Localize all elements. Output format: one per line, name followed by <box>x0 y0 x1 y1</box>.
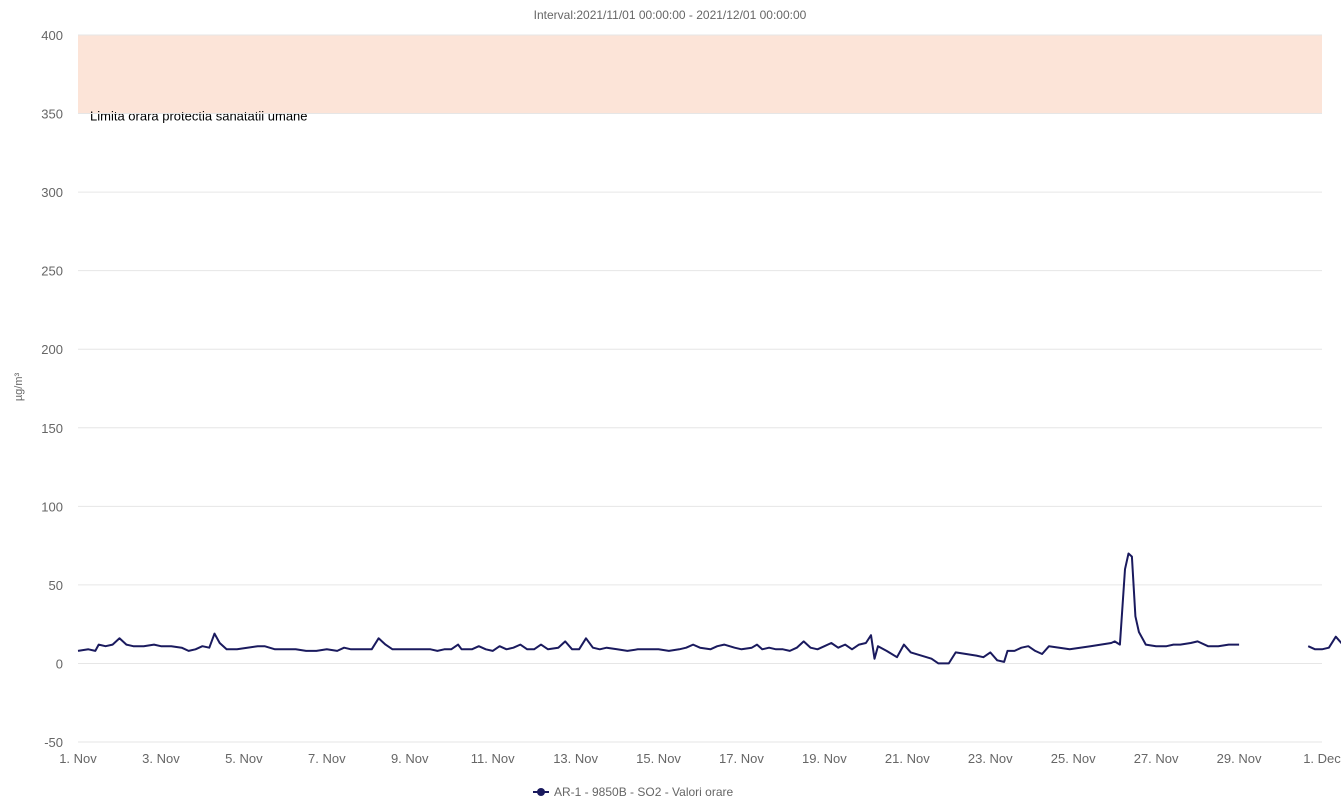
x-tick-label: 7. Nov <box>308 751 346 766</box>
y-tick-label: 350 <box>41 107 63 122</box>
series-line <box>1307 635 1341 651</box>
plot-band-rect <box>78 35 1322 114</box>
x-tick-label: 23. Nov <box>968 751 1013 766</box>
x-tick-label: 3. Nov <box>142 751 180 766</box>
y-tick-label: 300 <box>41 185 63 200</box>
x-tick-label: 27. Nov <box>1134 751 1179 766</box>
x-tick-label: 1. Nov <box>59 751 97 766</box>
x-tick-label: 9. Nov <box>391 751 429 766</box>
chart-subtitle: Interval:2021/11/01 00:00:00 - 2021/12/0… <box>534 8 807 22</box>
y-axis-label: µg/m³ <box>13 372 25 401</box>
y-tick-label: 50 <box>49 578 63 593</box>
y-tick-label: 100 <box>41 499 63 514</box>
y-tick-label: 250 <box>41 264 63 279</box>
plot-band: Limita orara protectia sanatatii umane <box>78 35 1322 124</box>
y-tick-label: 0 <box>56 656 63 671</box>
legend-marker-icon <box>537 788 545 796</box>
x-tick-label: 1. Dec <box>1303 751 1341 766</box>
legend[interactable]: AR-1 - 9850B - SO2 - Valori orare <box>533 785 734 799</box>
x-tick-label: 13. Nov <box>553 751 598 766</box>
plot-band-label: Limita orara protectia sanatatii umane <box>90 109 308 124</box>
y-tick-label: 150 <box>41 421 63 436</box>
x-tick-label: 21. Nov <box>885 751 930 766</box>
y-axis-ticks: 400 350 300 250 200 150 100 50 0 -50 <box>41 28 63 750</box>
x-tick-label: 15. Nov <box>636 751 681 766</box>
y-tick-label: 400 <box>41 28 63 43</box>
x-axis-ticks: 1. Nov 3. Nov 5. Nov 7. Nov 9. Nov 11. Nov 13.… <box>59 751 1341 766</box>
x-tick-label: 25. Nov <box>1051 751 1096 766</box>
x-tick-label: 11. Nov <box>471 751 515 766</box>
x-tick-label: 19. Nov <box>802 751 847 766</box>
legend-series-label[interactable]: AR-1 - 9850B - SO2 - Valori orare <box>554 785 734 799</box>
y-tick-label: -50 <box>44 735 63 750</box>
x-tick-label: 17. Nov <box>719 751 764 766</box>
x-tick-label: 29. Nov <box>1217 751 1262 766</box>
series-layer <box>77 552 1341 665</box>
y-tick-label: 200 <box>41 342 63 357</box>
series-line <box>77 552 1240 665</box>
x-tick-label: 5. Nov <box>225 751 263 766</box>
grid-lines <box>78 34 1322 743</box>
